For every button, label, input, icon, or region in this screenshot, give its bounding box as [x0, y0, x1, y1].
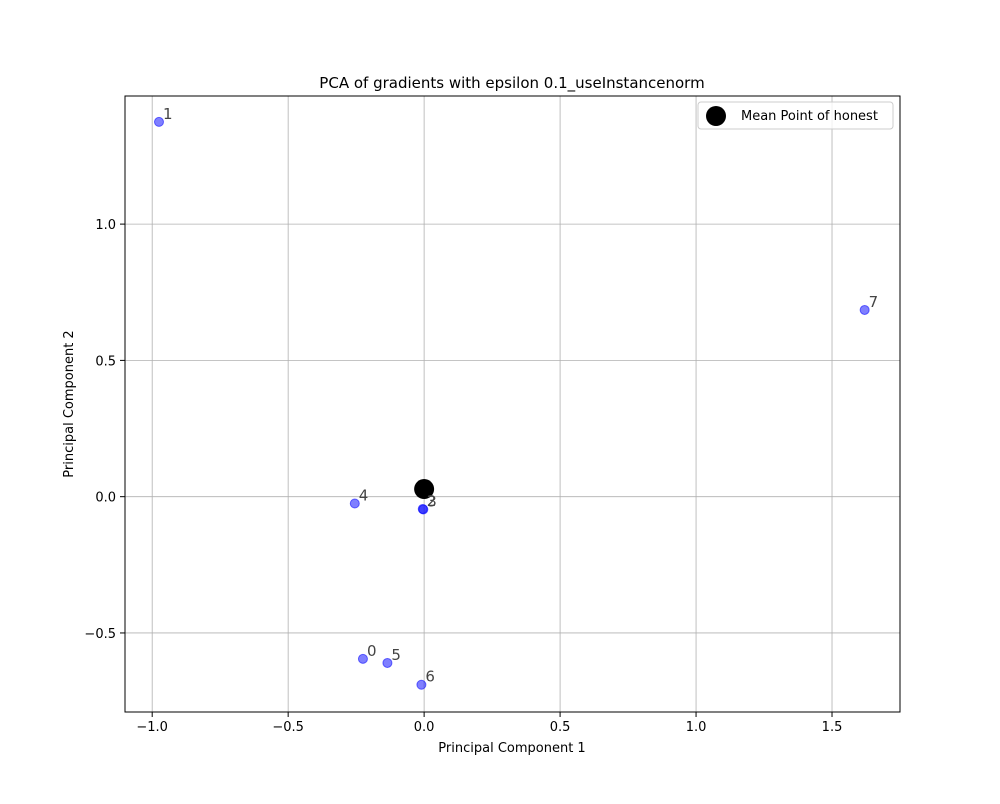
y-tick-label: 0.5	[95, 354, 116, 369]
x-tick-label: 0.0	[414, 720, 435, 735]
x-tick-label: 0.5	[550, 720, 571, 735]
data-point	[153, 116, 164, 127]
point-label: 4	[359, 486, 369, 504]
data-point	[859, 304, 870, 315]
mean-point	[414, 479, 435, 500]
point-label: 7	[869, 293, 879, 311]
plot-frame	[124, 95, 901, 713]
point-label: 6	[425, 668, 435, 686]
legend-mean-marker	[706, 106, 726, 126]
data-point	[357, 653, 368, 664]
data-point	[382, 657, 393, 668]
x-tick-label: −1.0	[136, 720, 168, 735]
point-label: 1	[163, 105, 173, 123]
x-tick-label: −0.5	[272, 720, 304, 735]
grid-lines	[125, 96, 900, 712]
axis-ticks: −1.0 −0.5 0.0 0.5 1.0 1.5 −0.5 0.0 0.5 1.0	[84, 218, 842, 735]
legend-mean-label: Mean Point of honest	[741, 109, 878, 124]
legend: Mean Point of honest	[697, 101, 894, 130]
legend-box	[697, 101, 894, 130]
chart-title: PCA of gradients with epsilon 0.1_useIns…	[319, 74, 704, 93]
data-point	[349, 498, 360, 509]
data-point	[418, 504, 429, 515]
y-axis-label: Principal Component 2	[62, 330, 77, 477]
x-tick-label: 1.5	[822, 720, 843, 735]
point-label: 0	[367, 642, 377, 660]
x-axis-label: Principal Component 1	[438, 741, 585, 756]
point-label: 2	[427, 492, 437, 510]
y-tick-label: 0.0	[95, 491, 116, 506]
point-label: 5	[391, 646, 401, 664]
x-tick-label: 1.0	[686, 720, 707, 735]
point-label: 3	[427, 492, 437, 510]
data-point	[416, 679, 427, 690]
y-tick-label: 1.0	[95, 218, 116, 233]
data-points	[153, 116, 870, 690]
y-tick-label: −0.5	[84, 627, 116, 642]
